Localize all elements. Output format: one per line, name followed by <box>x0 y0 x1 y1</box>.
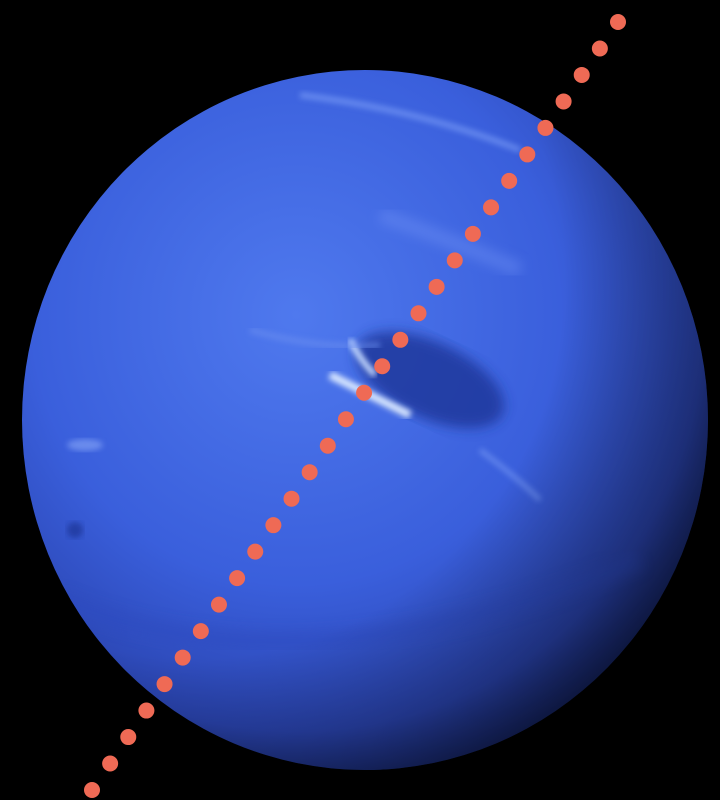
dot <box>464 225 481 242</box>
dot <box>192 623 209 640</box>
dot <box>283 490 300 507</box>
dot <box>392 331 409 348</box>
dot <box>319 437 336 454</box>
dot <box>591 40 608 57</box>
dot <box>519 146 536 163</box>
dot <box>102 755 119 772</box>
dot <box>428 278 445 295</box>
dot <box>138 702 155 719</box>
dot <box>610 14 626 30</box>
dot <box>446 252 463 269</box>
dot <box>337 411 354 428</box>
dot <box>247 543 264 560</box>
dot <box>573 66 590 83</box>
dotted-line <box>84 14 626 798</box>
dot <box>301 464 318 481</box>
dot <box>210 596 227 613</box>
dot <box>229 570 246 587</box>
dot <box>265 517 282 534</box>
dot <box>156 676 173 693</box>
dot <box>356 384 373 401</box>
dot <box>174 649 191 666</box>
terminator-shade <box>22 70 708 770</box>
dot <box>555 93 572 110</box>
dot <box>410 305 427 322</box>
dot <box>84 782 100 798</box>
dot <box>120 729 137 746</box>
dot <box>374 358 391 375</box>
dot <box>501 172 518 189</box>
dot <box>483 199 500 216</box>
dot <box>537 119 554 136</box>
